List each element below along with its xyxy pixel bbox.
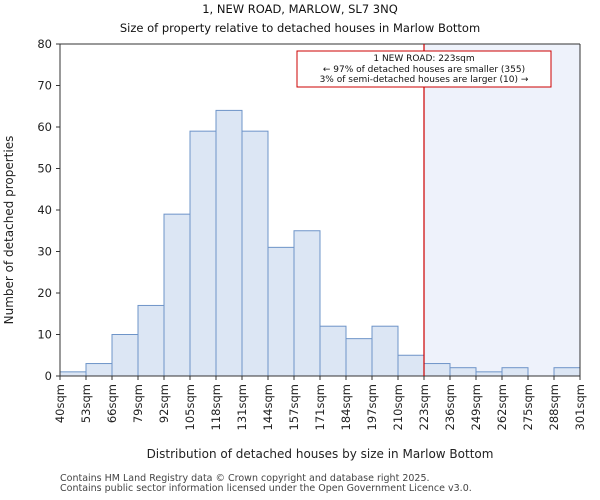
bar-223sqm — [423, 363, 451, 377]
chart-subtitle: Size of property relative to detached ho… — [120, 21, 480, 35]
x-tick-label: 171sqm — [313, 384, 327, 430]
bar-66sqm — [111, 334, 139, 377]
bars-group — [59, 109, 581, 377]
y-tick-label: 30 — [37, 245, 52, 259]
bar-171sqm — [319, 325, 347, 377]
x-tick-label: 184sqm — [339, 384, 353, 430]
x-tick-label: 144sqm — [261, 384, 275, 430]
x-axis-ticks: 40sqm 53sqm 66sqm 79sqm 92sqm 105sqm 118sqm 131… — [53, 376, 587, 430]
y-tick-label: 60 — [37, 120, 52, 134]
x-tick-label: 262sqm — [495, 384, 509, 430]
bar-184sqm — [345, 338, 373, 377]
footer-licence: Contains public sector information licen… — [60, 483, 472, 494]
y-tick-label: 40 — [37, 203, 52, 217]
bar-105sqm — [189, 130, 217, 377]
x-tick-label: 275sqm — [521, 384, 535, 430]
x-tick-label: 131sqm — [235, 384, 249, 430]
x-tick-label: 79sqm — [131, 384, 145, 423]
y-tick-label: 80 — [37, 37, 52, 51]
y-tick-label: 10 — [37, 328, 52, 342]
bar-79sqm — [137, 304, 165, 377]
bar-262sqm — [501, 367, 529, 377]
x-tick-label: 288sqm — [547, 384, 561, 430]
bar-236sqm — [449, 367, 477, 377]
y-tick-label: 20 — [37, 286, 52, 300]
annotation-line-1: 1 NEW ROAD: 223sqm — [373, 54, 474, 64]
y-tick-label: 70 — [37, 79, 52, 93]
x-tick-label: 40sqm — [53, 384, 67, 423]
x-tick-label: 105sqm — [183, 384, 197, 430]
bar-118sqm — [215, 109, 243, 377]
bar-131sqm — [241, 130, 269, 377]
y-axis-ticks: 0 10 20 30 40 50 60 70 80 — [37, 37, 60, 383]
x-tick-label: 92sqm — [157, 384, 171, 423]
bar-249sqm — [475, 371, 503, 377]
bar-210sqm — [397, 354, 425, 377]
bar-157sqm — [293, 230, 321, 377]
x-tick-label: 118sqm — [209, 384, 223, 430]
x-tick-label: 249sqm — [469, 384, 483, 430]
highlight-region — [424, 44, 580, 376]
annotation-line-2: ← 97% of detached houses are smaller (35… — [323, 65, 525, 75]
x-tick-label: 157sqm — [287, 384, 301, 430]
x-tick-label: 66sqm — [105, 384, 119, 423]
bar-53sqm — [85, 363, 113, 377]
y-tick-label: 0 — [45, 369, 52, 383]
annotation-box — [296, 50, 552, 88]
bar-288sqm — [553, 367, 581, 377]
y-tick-label: 50 — [37, 162, 52, 176]
bar-197sqm — [371, 325, 399, 377]
footer-copyright: Contains HM Land Registry data © Crown c… — [60, 473, 430, 484]
x-tick-label: 223sqm — [417, 384, 431, 430]
x-tick-label: 301sqm — [573, 384, 587, 430]
x-tick-label: 236sqm — [443, 384, 457, 430]
y-axis-label: Number of detached properties — [2, 136, 16, 325]
annotation-line-3: 3% of semi-detached houses are larger (1… — [320, 75, 529, 85]
x-tick-label: 210sqm — [391, 384, 405, 430]
x-tick-label: 53sqm — [79, 384, 93, 423]
x-axis-label: Distribution of detached houses by size … — [147, 447, 494, 461]
bar-144sqm — [267, 246, 295, 377]
bar-92sqm — [163, 213, 191, 377]
chart-title: 1, NEW ROAD, MARLOW, SL7 3NQ — [202, 2, 398, 16]
x-tick-label: 197sqm — [365, 384, 379, 430]
bar-40sqm — [59, 371, 87, 377]
